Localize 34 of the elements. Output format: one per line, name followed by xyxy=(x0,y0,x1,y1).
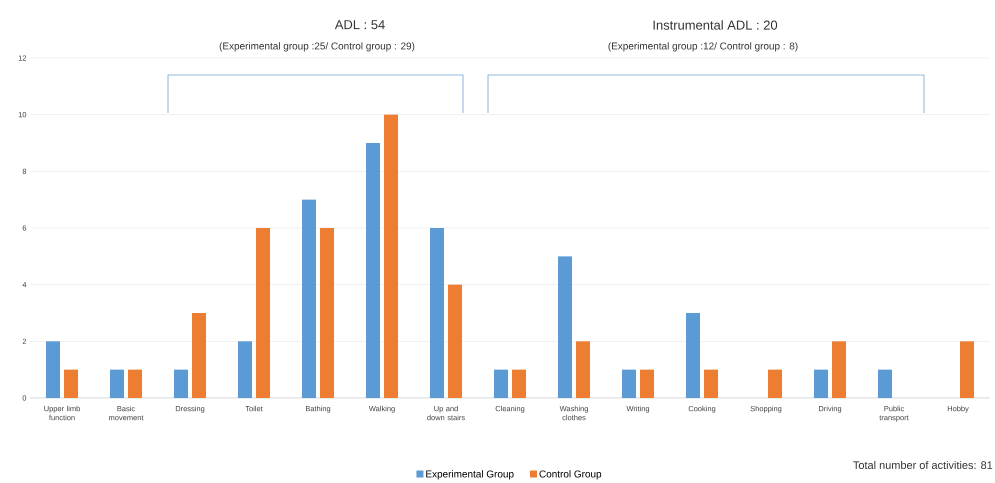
bar xyxy=(686,313,700,398)
legend-label: Experimental Group xyxy=(426,470,514,480)
bar xyxy=(558,256,572,398)
bar xyxy=(366,143,380,398)
bar xyxy=(430,228,444,398)
bar xyxy=(128,370,142,398)
bar xyxy=(46,341,60,398)
bar xyxy=(494,370,508,398)
text: Instrumental ADL : 20 xyxy=(654,20,778,30)
bar xyxy=(960,341,974,398)
bar xyxy=(512,370,526,398)
bar xyxy=(192,313,206,398)
bar xyxy=(814,370,828,398)
bar xyxy=(878,370,892,398)
bar xyxy=(110,370,124,398)
text: (Experimental group :12/ Control group : 8) xyxy=(608,42,798,52)
bar xyxy=(64,370,78,398)
bar xyxy=(768,370,782,398)
bar xyxy=(704,370,718,398)
text: ADL : 54 xyxy=(334,20,385,30)
bar xyxy=(174,370,188,398)
bar xyxy=(238,341,252,398)
text: Total number of activities: 81 xyxy=(853,461,992,470)
bar xyxy=(256,228,270,398)
bar xyxy=(640,370,654,398)
bar xyxy=(832,341,846,398)
bar xyxy=(448,284,462,398)
bar xyxy=(302,200,316,398)
bar xyxy=(384,114,398,398)
text: (Experimental group :25/ Control group : 29) xyxy=(220,42,414,52)
bar xyxy=(576,341,590,398)
legend-label: Control Group xyxy=(540,470,602,480)
bar xyxy=(320,228,334,398)
bar xyxy=(622,370,636,398)
